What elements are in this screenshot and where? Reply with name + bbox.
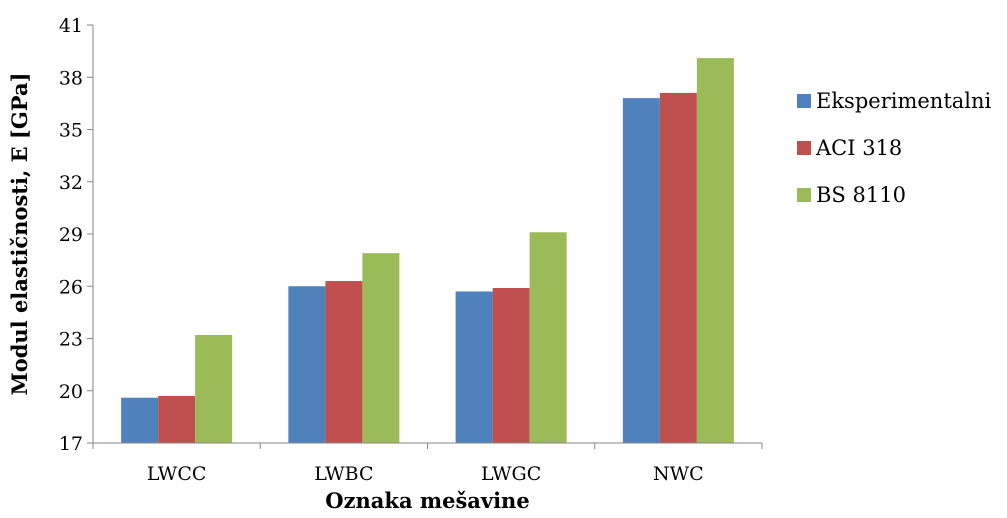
bar bbox=[492, 287, 530, 443]
bar bbox=[622, 98, 660, 444]
bar bbox=[288, 286, 326, 443]
y-tick-label: 32 bbox=[59, 172, 83, 194]
x-tick-label: NWC bbox=[653, 463, 704, 485]
y-axis-title: Modul elastičnosti, E [GPa] bbox=[7, 72, 32, 395]
y-tick-label: 26 bbox=[59, 276, 83, 298]
legend-swatch bbox=[797, 188, 811, 202]
y-tick-label: 29 bbox=[59, 224, 83, 246]
legend-swatch bbox=[797, 141, 811, 155]
x-axis-ticks: LWCC LWBC LWGC NWC bbox=[92, 443, 763, 485]
legend-label: ACI 318 bbox=[815, 136, 902, 160]
bars bbox=[121, 58, 734, 444]
bar bbox=[455, 291, 493, 443]
x-axis-title: Oznaka mešavine bbox=[325, 488, 529, 513]
bar bbox=[325, 281, 363, 443]
y-tick-label: 38 bbox=[59, 67, 83, 89]
y-tick-label: 17 bbox=[59, 433, 83, 455]
bar bbox=[362, 253, 400, 443]
legend: Eksperimentalni ACI 318 BS 8110 bbox=[797, 89, 992, 207]
bar bbox=[121, 397, 159, 443]
x-tick-label: LWCC bbox=[147, 463, 207, 485]
bar bbox=[529, 232, 567, 443]
x-tick-label: LWGC bbox=[481, 463, 541, 485]
legend-swatch bbox=[797, 94, 811, 108]
bar bbox=[158, 395, 196, 443]
y-tick-label: 23 bbox=[59, 329, 83, 351]
y-tick-label: 35 bbox=[59, 120, 83, 142]
bar bbox=[696, 58, 734, 443]
x-tick-label: LWBC bbox=[314, 463, 373, 485]
bar bbox=[195, 335, 233, 443]
legend-label: BS 8110 bbox=[816, 183, 906, 207]
y-tick-label: 20 bbox=[59, 381, 83, 403]
y-tick-label: 41 bbox=[59, 15, 83, 37]
bar bbox=[659, 92, 697, 444]
y-axis-ticks: 17 20 23 26 29 32 35 38 41 bbox=[59, 15, 93, 455]
legend-label: Eksperimentalni bbox=[816, 89, 992, 113]
